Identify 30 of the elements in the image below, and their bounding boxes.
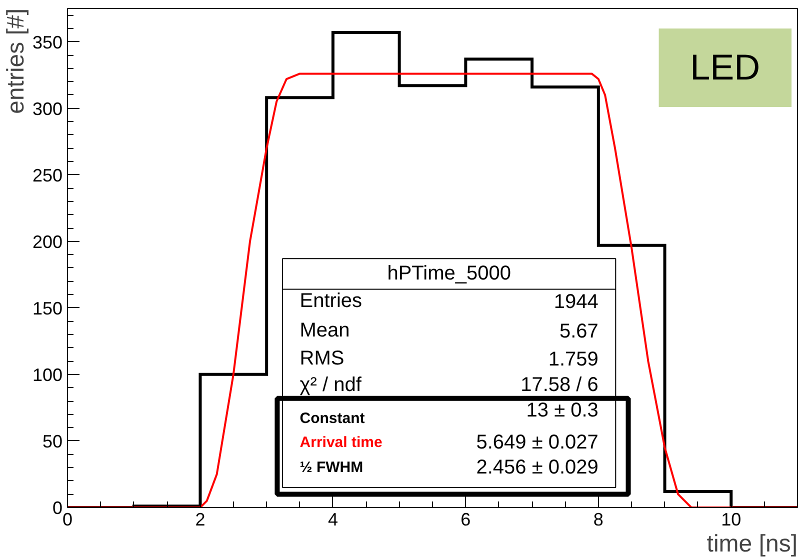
- y-axis-title: entries [#]: [2, 8, 30, 114]
- x-axis-title: time [ns]: [706, 530, 798, 557]
- annotation: LED: [690, 46, 760, 88]
- x-tick-label: 10: [721, 510, 742, 530]
- x-tick-label: 8: [593, 510, 604, 530]
- annotation: Mean: [300, 320, 350, 342]
- annotation: 17.58 / 6: [520, 374, 598, 396]
- annotation: ½ FWHM: [300, 459, 364, 476]
- annotation: 5.649 ± 0.027: [476, 431, 598, 454]
- y-tick-label: 100: [32, 364, 63, 385]
- x-tick-label: 6: [460, 510, 471, 530]
- annotation: χ² / ndf: [300, 374, 362, 396]
- annotation: 5.67: [559, 320, 598, 343]
- annotation: hPTime_5000: [387, 262, 511, 284]
- annotation: RMS: [300, 347, 344, 370]
- annotation: 2.456 ± 0.029: [476, 456, 598, 479]
- x-tick-label: 4: [328, 510, 338, 530]
- annotation: 1944: [554, 291, 598, 314]
- y-tick-label: 150: [32, 298, 63, 318]
- y-tick-label: 300: [32, 98, 63, 119]
- annotation: Entries: [300, 290, 362, 312]
- y-tick-label: 250: [32, 165, 63, 186]
- y-tick-label: 50: [42, 431, 63, 452]
- annotation: 1.759: [548, 348, 598, 370]
- annotation: Constant: [300, 410, 365, 427]
- annotation: Arrival time: [300, 434, 382, 451]
- annotation: 13 ± 0.3: [526, 399, 598, 422]
- x-tick-label: 2: [195, 510, 206, 530]
- y-tick-label: 200: [32, 232, 63, 252]
- y-tick-label: 350: [32, 32, 63, 52]
